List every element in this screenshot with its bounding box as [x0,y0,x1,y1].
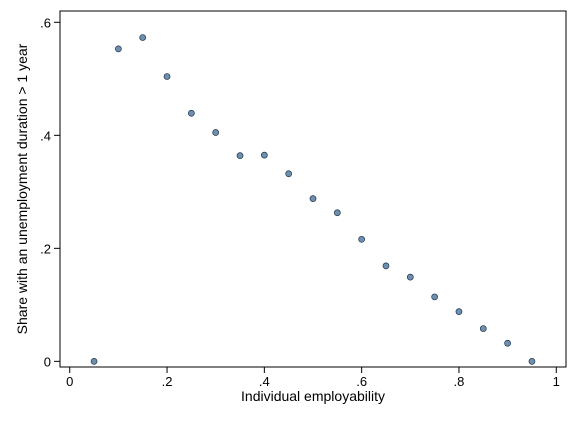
x-tick-label: .2 [162,374,173,389]
x-tick-label: .8 [454,374,465,389]
x-tick-label: .6 [356,374,367,389]
data-point [236,152,244,160]
x-tick-label: 0 [66,374,73,389]
data-point [212,129,220,136]
y-axis: 0 .2 .4 .6 [40,15,60,369]
data-point [260,151,268,159]
data-point [188,109,195,117]
data-point [333,209,341,217]
data-point [139,34,147,41]
y-tick-label: .2 [40,241,51,256]
y-tick-label: .4 [40,128,51,143]
data-point [382,262,390,270]
y-tick-label: 0 [44,354,51,369]
x-tick-label: 1 [553,374,560,389]
data-point [309,195,317,202]
data-points [90,34,536,365]
data-point [163,73,171,80]
x-tick-label: .4 [259,374,270,389]
data-point [115,45,122,53]
x-axis: 0 .2 .4 .6 .8 1 [66,367,560,389]
data-point [455,308,463,315]
data-point [90,357,98,365]
data-point [528,357,536,365]
data-point [406,273,414,281]
data-point [504,339,511,347]
plot-frame [59,10,567,368]
data-point [358,235,366,243]
data-point [479,325,487,332]
data-point [285,170,293,178]
y-tick-label: .6 [40,15,51,30]
x-axis-title: Individual employability [241,388,385,404]
y-axis-title: Share with an unemployment duration > 1 … [14,43,30,334]
data-point [431,293,438,301]
